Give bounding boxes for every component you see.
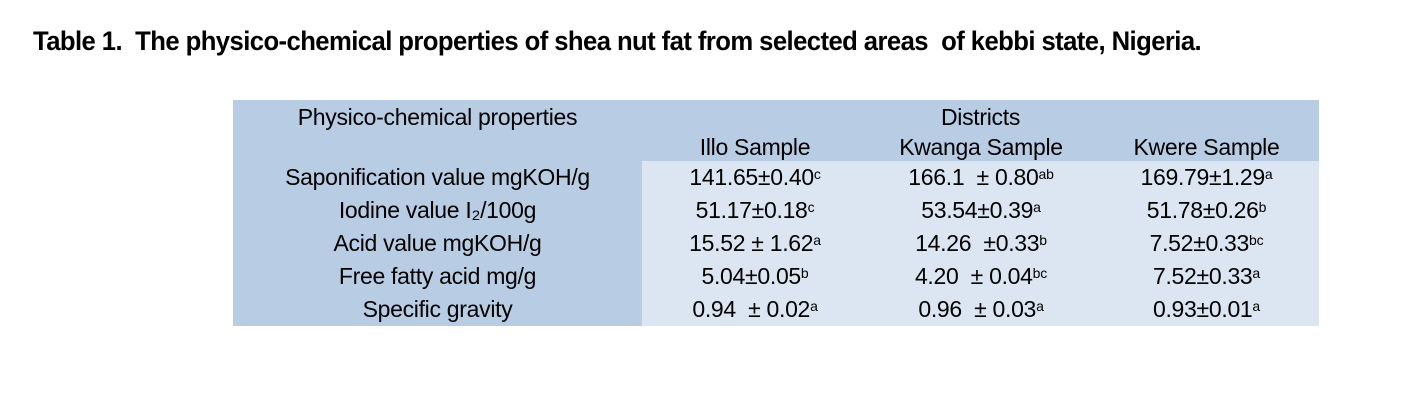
value-text: 4.20 ± 0.04 xyxy=(914,263,1033,290)
page-title: Table 1. The physico-chemical properties… xyxy=(33,26,1202,56)
value-cell: 15.52 ± 1.62a xyxy=(642,227,868,260)
table-1: Physico-chemical properties Districts Il… xyxy=(233,100,1319,326)
value-text: 51.17±0.18 xyxy=(695,197,808,224)
significance-superscript: b xyxy=(1039,232,1047,249)
value-text: 51.78±0.26 xyxy=(1146,197,1259,224)
value-cell: 5.04±0.05b xyxy=(642,260,868,293)
value-cell: 53.54±0.39a xyxy=(868,194,1094,227)
significance-superscript: bc xyxy=(1249,232,1264,249)
value-text: 141.65±0.40 xyxy=(689,164,814,191)
empty-header-cell xyxy=(233,134,642,161)
significance-superscript: ab xyxy=(1038,166,1054,183)
value-cell: 169.79±1.29a xyxy=(1094,161,1319,194)
properties-table: Physico-chemical properties Districts Il… xyxy=(233,100,1319,326)
value-text: 0.93±0.01 xyxy=(1152,296,1253,323)
significance-superscript: b xyxy=(1258,199,1267,216)
column-header-kwanga-sample: Kwanga Sample xyxy=(868,134,1094,161)
value-text: 5.04±0.05 xyxy=(701,263,801,290)
districts-group-header: Districts xyxy=(642,100,1319,134)
property-cell: Free fatty acid mg/g xyxy=(233,260,642,293)
value-cell: 141.65±0.40c xyxy=(642,161,868,194)
table-row: Acid value mgKOH/g 15.52 ± 1.62a 14.26 ±0.… xyxy=(233,227,1319,260)
value-cell: 0.94 ± 0.02a xyxy=(642,293,868,326)
table-row: Free fatty acid mg/g 5.04±0.05b 4.20 ± 0.0… xyxy=(233,260,1319,293)
property-cell: Acid value mgKOH/g xyxy=(233,227,642,260)
significance-superscript: a xyxy=(1033,199,1041,216)
value-cell: 0.93±0.01a xyxy=(1094,293,1319,326)
header-row-groups: Physico-chemical properties Districts xyxy=(233,100,1319,134)
significance-superscript: c xyxy=(807,199,815,216)
value-text: 7.52±0.33 xyxy=(1149,230,1250,257)
value-cell: 0.96 ± 0.03a xyxy=(868,293,1094,326)
significance-superscript: a xyxy=(813,232,821,249)
value-text: 166.1 ± 0.80 xyxy=(908,164,1039,191)
value-text: 0.96 ± 0.03 xyxy=(918,296,1037,323)
value-text: 169.79±1.29 xyxy=(1140,164,1265,191)
value-cell: 166.1 ± 0.80ab xyxy=(868,161,1094,194)
significance-superscript: c xyxy=(813,166,821,183)
property-cell: Specific gravity xyxy=(233,293,642,326)
significance-superscript: a xyxy=(1252,265,1261,282)
value-text: 14.26 ±0.33 xyxy=(915,230,1040,257)
value-cell: 7.52±0.33a xyxy=(1094,260,1319,293)
table-row: Iodine value I₂/100g 51.17±0.18c 53.54±0.3… xyxy=(233,194,1319,227)
header-row-columns: Illo Sample Kwanga Sample Kwere Sample xyxy=(233,134,1319,161)
value-cell: 7.52±0.33bc xyxy=(1094,227,1319,260)
property-cell: Iodine value I₂/100g xyxy=(233,194,642,227)
significance-superscript: a xyxy=(1252,298,1261,315)
value-cell: 51.17±0.18c xyxy=(642,194,868,227)
value-text: 0.94 ± 0.02 xyxy=(692,296,811,323)
table-row: Saponification value mgKOH/g 141.65±0.40c… xyxy=(233,161,1319,194)
table-body: Saponification value mgKOH/g 141.65±0.40c… xyxy=(233,161,1319,326)
value-text: 53.54±0.39 xyxy=(921,197,1034,224)
table-row: Specific gravity 0.94 ± 0.02a 0.96 ± 0.03a… xyxy=(233,293,1319,326)
value-text: 15.52 ± 1.62 xyxy=(689,230,814,257)
significance-superscript: a xyxy=(1036,298,1044,315)
significance-superscript: a xyxy=(810,298,818,315)
column-header-kwere-sample: Kwere Sample xyxy=(1094,134,1319,161)
significance-superscript: bc xyxy=(1032,265,1048,282)
corner-header: Physico-chemical properties xyxy=(233,100,642,134)
value-cell: 14.26 ±0.33b xyxy=(868,227,1094,260)
value-cell: 4.20 ± 0.04bc xyxy=(868,260,1094,293)
value-text: 7.52±0.33 xyxy=(1152,263,1253,290)
value-cell: 51.78±0.26b xyxy=(1094,194,1319,227)
column-header-illo-sample: Illo Sample xyxy=(642,134,868,161)
significance-superscript: a xyxy=(1264,166,1273,183)
property-cell: Saponification value mgKOH/g xyxy=(233,161,642,194)
significance-superscript: b xyxy=(800,265,809,282)
